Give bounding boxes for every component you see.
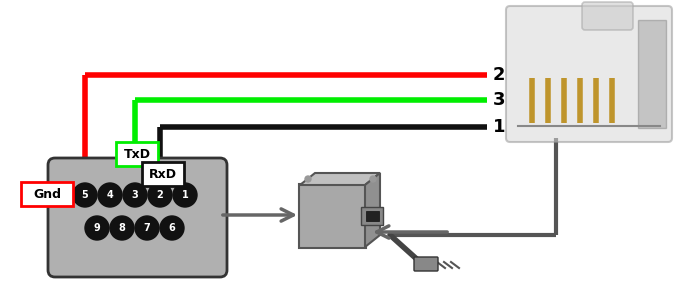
FancyBboxPatch shape [414,257,438,271]
Text: 1: 1 [181,190,188,200]
Text: 8: 8 [118,223,125,233]
Circle shape [110,216,134,240]
Text: TxD: TxD [123,148,150,160]
Text: RxD: RxD [149,167,177,181]
FancyBboxPatch shape [21,182,73,206]
Text: 4: 4 [106,190,113,200]
FancyBboxPatch shape [361,207,383,225]
FancyBboxPatch shape [365,211,379,220]
Circle shape [148,183,172,207]
FancyBboxPatch shape [506,6,672,142]
Circle shape [98,183,122,207]
Text: 3: 3 [132,190,139,200]
FancyBboxPatch shape [582,2,633,30]
Polygon shape [300,173,380,185]
FancyBboxPatch shape [638,20,666,128]
Circle shape [85,216,109,240]
Text: 2: 2 [157,190,163,200]
FancyBboxPatch shape [116,142,158,166]
FancyBboxPatch shape [48,158,227,277]
Circle shape [305,176,311,182]
Text: 2: 2 [493,66,505,84]
Circle shape [135,216,159,240]
Text: 9: 9 [94,223,100,233]
Circle shape [123,183,147,207]
Circle shape [173,183,197,207]
Circle shape [370,176,376,182]
FancyBboxPatch shape [142,162,184,186]
Text: 3: 3 [493,91,505,109]
FancyBboxPatch shape [299,184,366,248]
Circle shape [73,183,97,207]
Circle shape [160,216,184,240]
Text: 5: 5 [82,190,88,200]
Text: 7: 7 [144,223,150,233]
Text: 6: 6 [169,223,176,233]
Text: Gnd: Gnd [33,188,61,200]
Text: 1: 1 [493,118,505,136]
Polygon shape [365,173,380,247]
